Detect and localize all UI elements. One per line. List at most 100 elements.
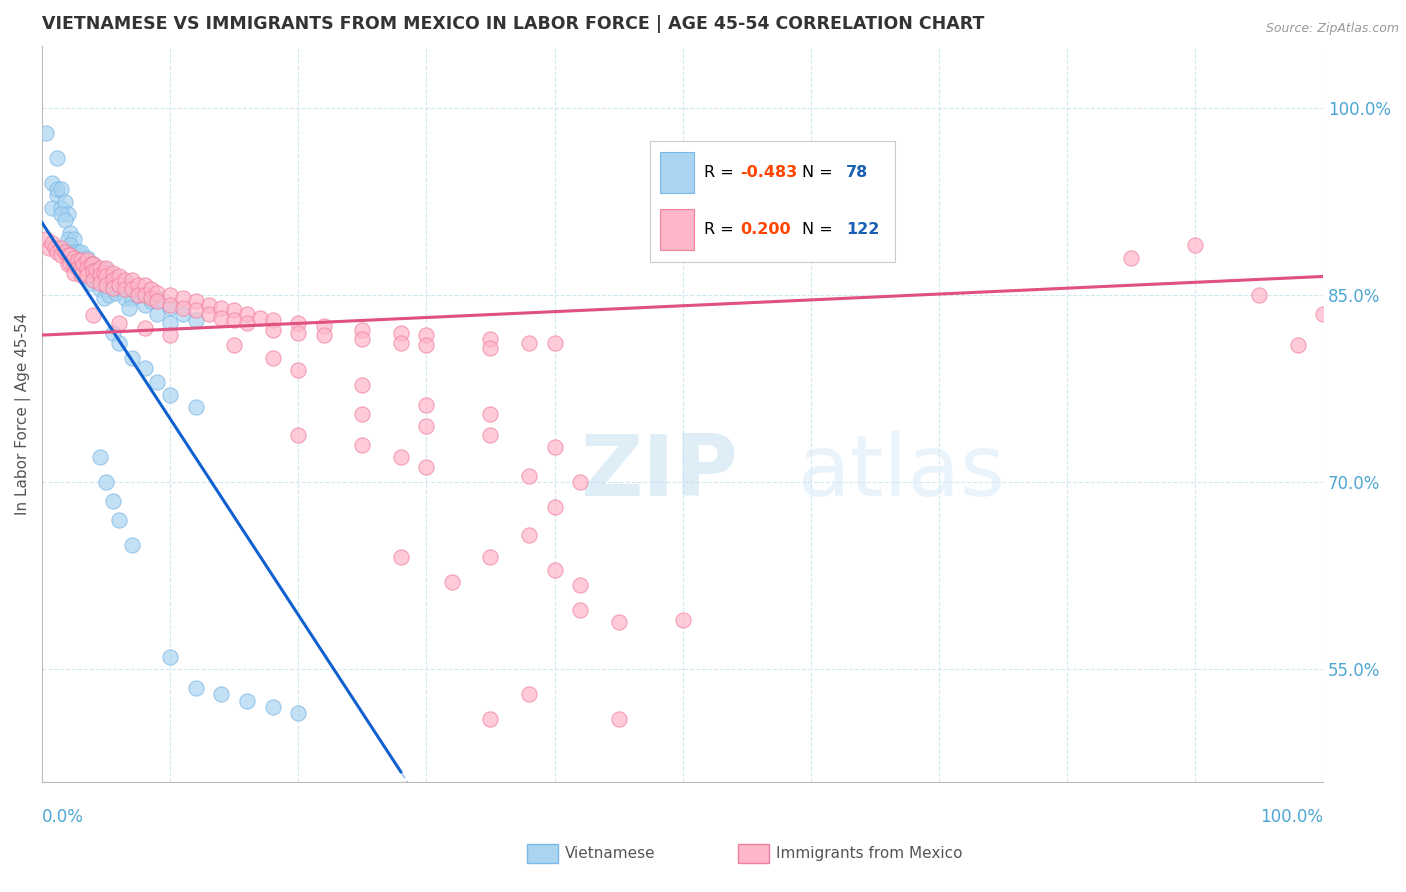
Text: 0.0%: 0.0% bbox=[42, 808, 84, 826]
Point bbox=[82, 273, 104, 287]
Point bbox=[121, 291, 143, 305]
Point bbox=[262, 323, 284, 337]
Point bbox=[543, 500, 565, 515]
Text: R =: R = bbox=[703, 165, 738, 180]
Point bbox=[479, 712, 502, 726]
Point bbox=[66, 260, 89, 275]
Point bbox=[1312, 307, 1334, 321]
Point bbox=[93, 269, 115, 284]
Point bbox=[184, 313, 207, 327]
Point bbox=[146, 291, 169, 305]
Point bbox=[287, 706, 309, 720]
Point bbox=[569, 577, 592, 591]
Point bbox=[134, 298, 156, 312]
Text: 122: 122 bbox=[846, 221, 879, 236]
Point bbox=[127, 278, 149, 293]
Point bbox=[121, 538, 143, 552]
Point bbox=[101, 282, 124, 296]
Point bbox=[479, 428, 502, 442]
Point bbox=[159, 298, 181, 312]
Point bbox=[46, 182, 69, 196]
Point bbox=[184, 681, 207, 695]
Point bbox=[76, 269, 98, 284]
Point bbox=[82, 257, 104, 271]
Point bbox=[479, 550, 502, 565]
Point bbox=[146, 285, 169, 300]
Point bbox=[76, 253, 98, 268]
Point bbox=[415, 338, 437, 352]
Point bbox=[80, 257, 103, 271]
Point bbox=[72, 257, 94, 271]
FancyBboxPatch shape bbox=[659, 209, 695, 250]
Point bbox=[569, 475, 592, 490]
Point bbox=[38, 241, 60, 255]
Point bbox=[389, 450, 412, 465]
Point bbox=[105, 285, 128, 300]
Text: Immigrants from Mexico: Immigrants from Mexico bbox=[776, 847, 963, 861]
Point bbox=[441, 575, 464, 590]
Point bbox=[352, 323, 374, 337]
Text: 0.200: 0.200 bbox=[741, 221, 792, 236]
Point bbox=[72, 257, 94, 271]
Point bbox=[352, 332, 374, 346]
Point bbox=[287, 363, 309, 377]
Point bbox=[59, 226, 82, 240]
Point bbox=[63, 251, 86, 265]
Point bbox=[63, 244, 86, 259]
Text: -0.483: -0.483 bbox=[741, 165, 797, 180]
Point bbox=[224, 338, 246, 352]
Point bbox=[63, 266, 86, 280]
Point bbox=[35, 126, 58, 140]
Point bbox=[96, 475, 118, 490]
Point bbox=[121, 351, 143, 365]
Point bbox=[76, 268, 98, 283]
Y-axis label: In Labor Force | Age 45-54: In Labor Force | Age 45-54 bbox=[15, 312, 31, 515]
Point bbox=[101, 273, 124, 287]
Point bbox=[108, 278, 131, 293]
Point bbox=[262, 699, 284, 714]
Point bbox=[159, 649, 181, 664]
Point bbox=[63, 232, 86, 246]
Point bbox=[389, 326, 412, 340]
Point bbox=[108, 269, 131, 284]
Point bbox=[101, 266, 124, 280]
Text: N =: N = bbox=[801, 221, 838, 236]
Text: N =: N = bbox=[801, 165, 838, 180]
Point bbox=[184, 294, 207, 309]
Point bbox=[184, 401, 207, 415]
Point bbox=[46, 244, 69, 259]
Point bbox=[96, 282, 118, 296]
Text: R =: R = bbox=[703, 221, 738, 236]
Point bbox=[89, 282, 111, 296]
Text: ZIP: ZIP bbox=[581, 431, 738, 514]
Point bbox=[66, 244, 89, 259]
Point bbox=[389, 550, 412, 565]
Point bbox=[82, 273, 104, 287]
Point bbox=[127, 288, 149, 302]
Point bbox=[1249, 288, 1271, 302]
Text: VIETNAMESE VS IMMIGRANTS FROM MEXICO IN LABOR FORCE | AGE 45-54 CORRELATION CHAR: VIETNAMESE VS IMMIGRANTS FROM MEXICO IN … bbox=[42, 15, 984, 33]
Point bbox=[517, 335, 540, 350]
Text: 78: 78 bbox=[846, 165, 868, 180]
Point bbox=[89, 268, 111, 283]
Point bbox=[607, 712, 630, 726]
Point bbox=[51, 201, 73, 215]
Point bbox=[415, 419, 437, 434]
Point bbox=[76, 251, 98, 265]
Point bbox=[56, 232, 79, 246]
Point bbox=[101, 494, 124, 508]
Point bbox=[236, 693, 259, 707]
Point bbox=[121, 282, 143, 296]
Point bbox=[63, 251, 86, 265]
Point bbox=[1184, 238, 1206, 252]
Point bbox=[82, 308, 104, 322]
Point bbox=[96, 260, 118, 275]
Point bbox=[172, 301, 194, 315]
Point bbox=[69, 268, 91, 283]
Point bbox=[108, 513, 131, 527]
Point bbox=[262, 313, 284, 327]
Point bbox=[51, 241, 73, 255]
Point bbox=[84, 263, 107, 277]
Point bbox=[159, 288, 181, 302]
Point bbox=[76, 263, 98, 277]
